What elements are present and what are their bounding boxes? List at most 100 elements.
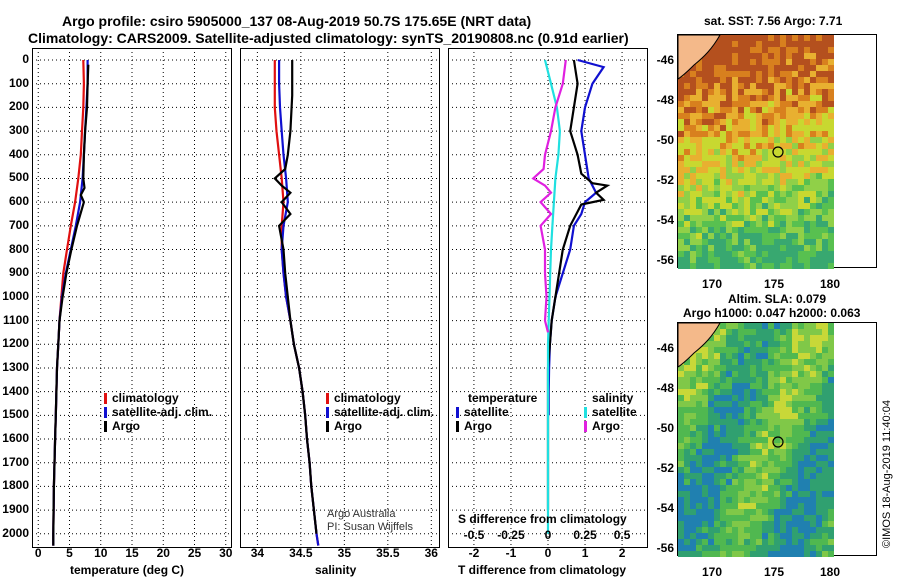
map-cell bbox=[780, 533, 786, 539]
map-cell bbox=[804, 521, 810, 527]
map-cell bbox=[690, 515, 696, 521]
map-cell bbox=[762, 59, 768, 65]
map-cell bbox=[720, 173, 726, 179]
map-cell bbox=[798, 257, 804, 263]
map-cell bbox=[732, 335, 738, 341]
map-cell bbox=[738, 347, 744, 353]
map-cell bbox=[684, 221, 690, 227]
map-cell bbox=[762, 329, 768, 335]
map-cell bbox=[768, 173, 774, 179]
depth-tick-label: 1400 bbox=[2, 383, 29, 398]
map-cell bbox=[678, 413, 684, 419]
map-cell bbox=[798, 245, 804, 251]
map-cell bbox=[744, 515, 750, 521]
map-cell bbox=[738, 389, 744, 395]
map-cell bbox=[798, 347, 804, 353]
map-cell bbox=[810, 401, 816, 407]
map-cell bbox=[714, 107, 720, 113]
map-cell bbox=[738, 41, 744, 47]
series-line-s-satellite bbox=[543, 59, 562, 534]
map-cell bbox=[732, 419, 738, 425]
map-cell bbox=[732, 371, 738, 377]
map-cell bbox=[738, 71, 744, 77]
map-cell bbox=[828, 221, 834, 227]
map-cell bbox=[816, 551, 822, 557]
map-cell bbox=[744, 143, 750, 149]
map-cell bbox=[720, 41, 726, 47]
map-cell bbox=[828, 323, 834, 329]
map-cell bbox=[810, 197, 816, 203]
figure-title-line1: Argo profile: csiro 5905000_137 08-Aug-2… bbox=[62, 13, 532, 29]
map-cell bbox=[792, 551, 798, 557]
map-cell bbox=[744, 71, 750, 77]
map-cell bbox=[822, 467, 828, 473]
map-cell bbox=[750, 215, 756, 221]
map-cell bbox=[702, 485, 708, 491]
map-cell bbox=[816, 419, 822, 425]
map-cell bbox=[744, 449, 750, 455]
map-cell bbox=[696, 101, 702, 107]
map-cell bbox=[708, 515, 714, 521]
map-cell bbox=[810, 71, 816, 77]
map-cell bbox=[816, 341, 822, 347]
map-cell bbox=[720, 521, 726, 527]
map-cell bbox=[822, 341, 828, 347]
map-cell bbox=[684, 467, 690, 473]
map-cell bbox=[792, 347, 798, 353]
map-cell bbox=[720, 125, 726, 131]
map-cell bbox=[768, 71, 774, 77]
map-cell bbox=[828, 77, 834, 83]
map-cell bbox=[714, 539, 720, 545]
map-cell bbox=[714, 335, 720, 341]
map-cell bbox=[828, 473, 834, 479]
depth-tick-label: 700 bbox=[8, 217, 29, 232]
map-cell bbox=[804, 227, 810, 233]
depth-tick-label: 1800 bbox=[2, 478, 29, 493]
map-cell bbox=[708, 185, 714, 191]
map-cell bbox=[690, 251, 696, 257]
map-cell bbox=[792, 407, 798, 413]
map-cell bbox=[678, 257, 684, 263]
map-cell bbox=[708, 431, 714, 437]
depth-tick-label: 800 bbox=[8, 241, 29, 256]
map-cell bbox=[702, 539, 708, 545]
map-cell bbox=[744, 149, 750, 155]
map-cell bbox=[732, 155, 738, 161]
map-cell bbox=[756, 323, 762, 329]
map-cell bbox=[792, 335, 798, 341]
map-cell bbox=[768, 221, 774, 227]
map-cell bbox=[798, 359, 804, 365]
float-position-marker bbox=[772, 146, 784, 158]
map-cell bbox=[762, 515, 768, 521]
map-cell bbox=[738, 341, 744, 347]
map-cell bbox=[696, 377, 702, 383]
map-cell bbox=[804, 221, 810, 227]
map-cell bbox=[714, 527, 720, 533]
map-cell bbox=[768, 209, 774, 215]
map-cell bbox=[684, 449, 690, 455]
map-cell bbox=[810, 527, 816, 533]
map-cell bbox=[798, 185, 804, 191]
s-tick-label: -0.5 bbox=[463, 528, 485, 542]
map-cell bbox=[792, 467, 798, 473]
map-cell bbox=[768, 65, 774, 71]
map-cell bbox=[756, 89, 762, 95]
map-cell bbox=[744, 347, 750, 353]
map-cell bbox=[816, 509, 822, 515]
map-cell bbox=[822, 179, 828, 185]
map-cell bbox=[774, 353, 780, 359]
map-cell bbox=[756, 419, 762, 425]
map-cell bbox=[804, 347, 810, 353]
map-cell bbox=[690, 113, 696, 119]
map-cell bbox=[684, 527, 690, 533]
map-cell bbox=[720, 347, 726, 353]
map-cell bbox=[822, 53, 828, 59]
map-cell bbox=[678, 491, 684, 497]
map-cell bbox=[774, 143, 780, 149]
map-cell bbox=[702, 545, 708, 551]
map-cell bbox=[726, 89, 732, 95]
map-cell bbox=[786, 335, 792, 341]
map-cell bbox=[738, 503, 744, 509]
map-cell bbox=[774, 431, 780, 437]
map-cell bbox=[780, 251, 786, 257]
